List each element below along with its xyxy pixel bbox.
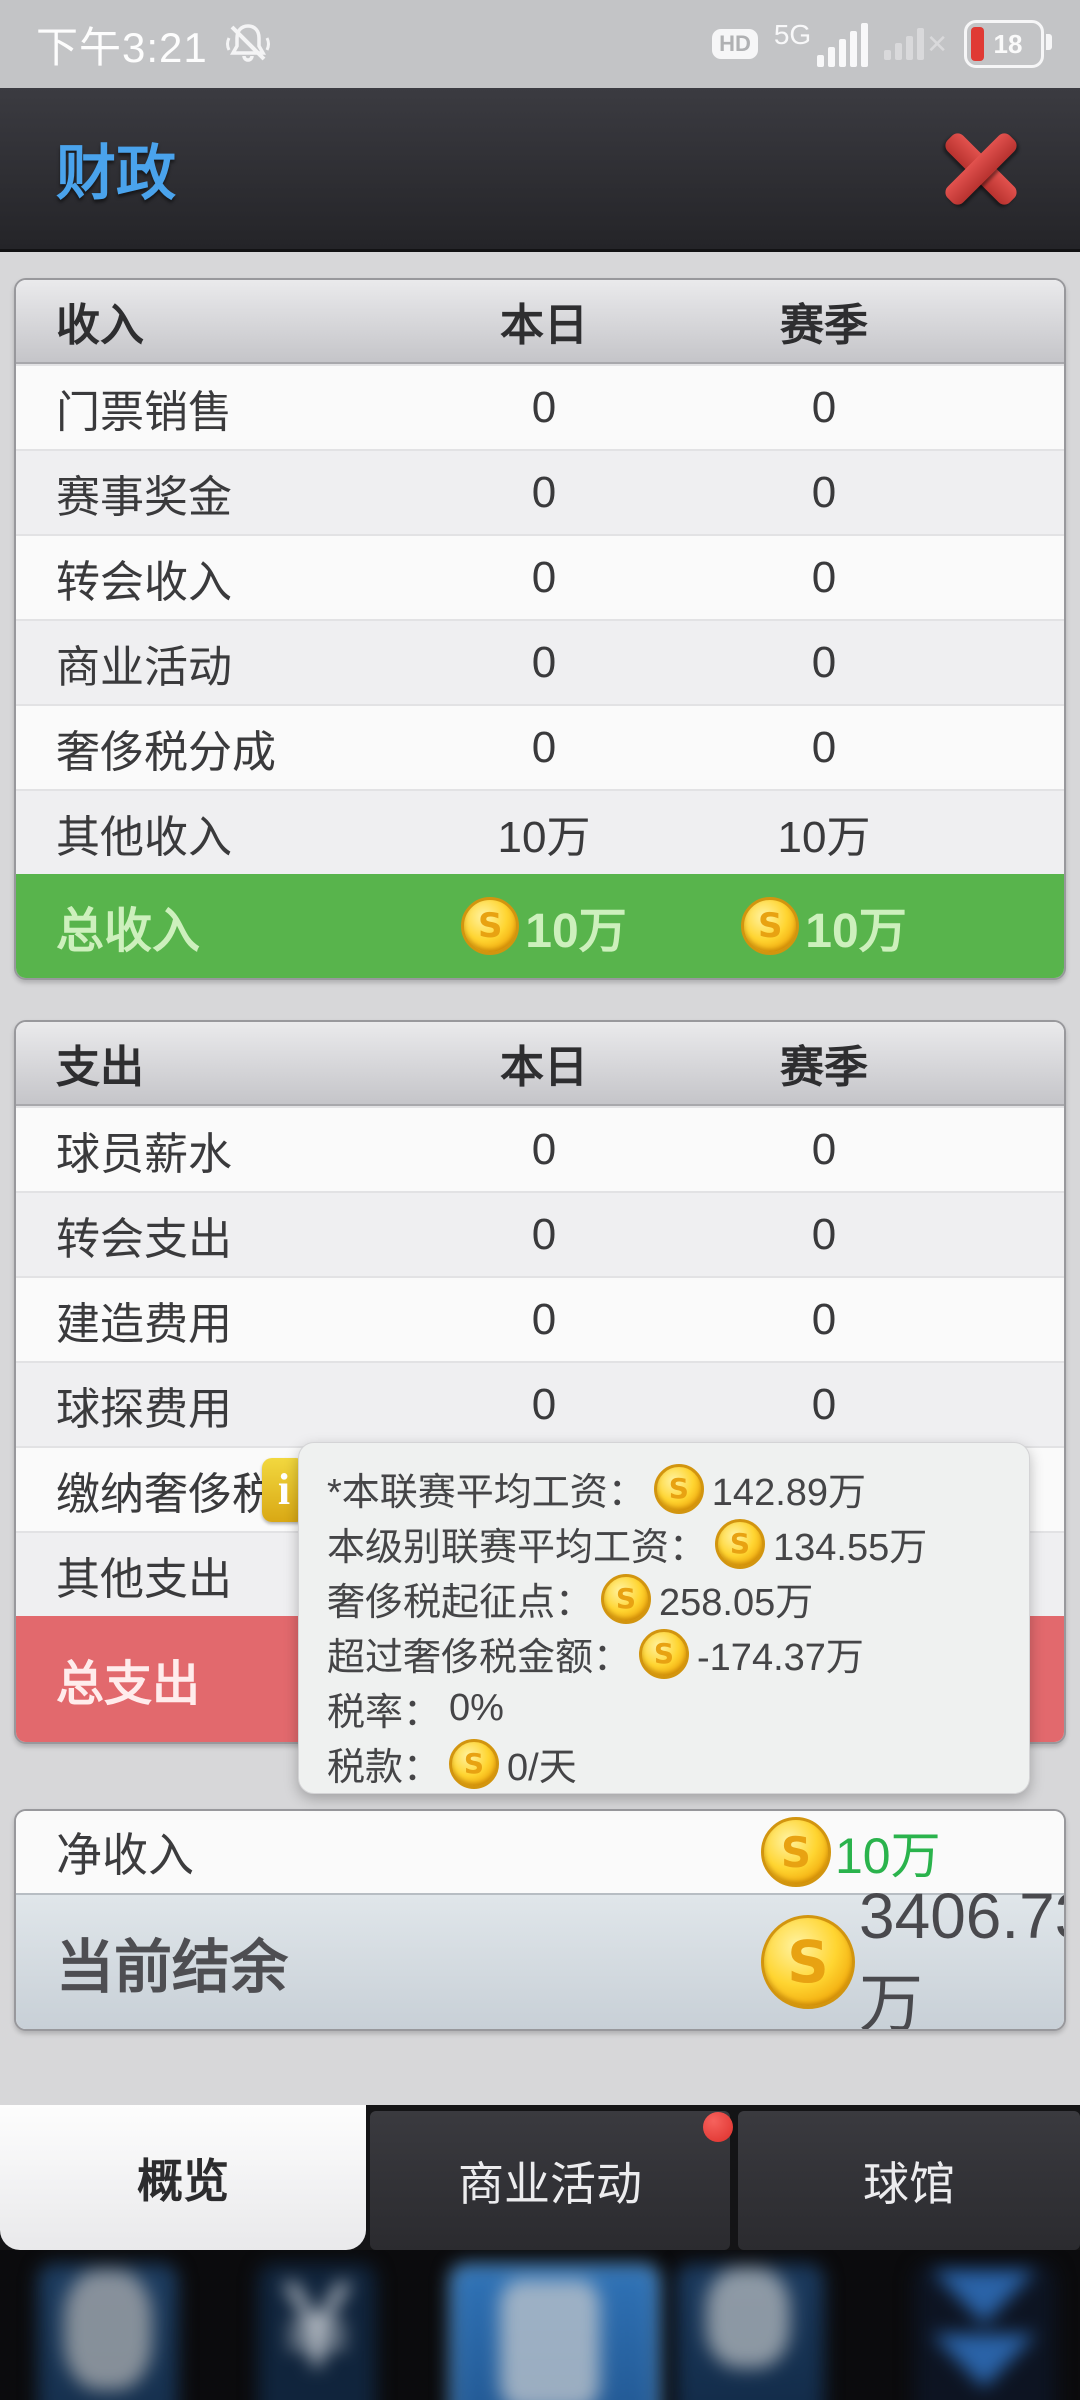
total-income-row: 总收入 S 10万 S 10万 xyxy=(16,874,1064,978)
summary-card: 净收入 S 10万 当前结余 S 3406.73万 xyxy=(14,1809,1066,2031)
hd-badge: HD xyxy=(712,29,758,59)
coin-icon: S xyxy=(761,1915,855,2009)
no-sim-x-icon: ✕ xyxy=(926,29,948,59)
coin-icon: S xyxy=(653,1463,704,1514)
page-title: 财政 xyxy=(56,140,176,207)
coin-icon: S xyxy=(639,1628,690,1679)
income-header: 收入 本日 赛季 xyxy=(16,280,1064,364)
expense-header-label: 支出 xyxy=(56,1043,144,1092)
tooltip-line: 奢侈税起征点： S 258.05万 xyxy=(327,1571,1001,1626)
coin-icon: S xyxy=(449,1738,500,1789)
tooltip-line: 税率： 0% xyxy=(327,1687,504,1734)
battery-icon: 18 xyxy=(964,20,1052,68)
table-row: 球员薪水 0 0 xyxy=(16,1106,1064,1191)
close-button[interactable] xyxy=(938,126,1024,212)
background-game-icons: ¥ xyxy=(0,2250,1080,2400)
col-today: 本日 xyxy=(500,301,588,350)
table-row: 转会收入 0 0 xyxy=(16,534,1064,619)
player-tile-icon xyxy=(676,2264,824,2400)
coin-icon: S xyxy=(761,1817,831,1887)
table-row: 其他收入 10万 10万 xyxy=(16,789,1064,874)
net-income-label: 净收入 xyxy=(56,1829,194,1881)
tooltip-line: *本联赛平均工资： S 142.89万 xyxy=(327,1461,1001,1516)
signal-secondary: ✕ xyxy=(884,28,948,60)
status-bar: 下午3:21 HD 5G ✕ xyxy=(0,0,1080,88)
table-row: 门票销售 0 0 xyxy=(16,364,1064,449)
net-income-row: 净收入 S 10万 xyxy=(16,1811,1064,1893)
tab-bar: 概览 商业活动 球馆 xyxy=(0,2105,1080,2250)
income-header-label: 收入 xyxy=(56,301,144,350)
coin-icon: S xyxy=(461,897,520,955)
table-row: 球探费用 0 0 xyxy=(16,1361,1064,1446)
table-row: 转会支出 0 0 xyxy=(16,1191,1064,1276)
table-row: 奢侈税分成 0 0 xyxy=(16,704,1064,789)
table-row: 建造费用 0 0 xyxy=(16,1276,1064,1361)
coin-icon: S xyxy=(741,897,800,955)
title-bar: 财政 xyxy=(0,88,1080,252)
currency-tile-icon: ¥ xyxy=(258,2264,376,2400)
tooltip-line: 本级别联赛平均工资： S 134.55万 xyxy=(327,1516,1001,1571)
battery-level: 18 xyxy=(993,28,1023,59)
mute-bell-icon xyxy=(225,24,270,62)
signal-bars-dim-icon xyxy=(884,28,925,60)
balance-label: 当前结余 xyxy=(56,1935,289,2000)
chevron-down-icon xyxy=(914,2264,1056,2400)
tab-overview[interactable]: 概览 xyxy=(0,2105,366,2250)
luxury-tax-tooltip: *本联赛平均工资： S 142.89万 本级别联赛平均工资： S 134.55万… xyxy=(298,1442,1030,1794)
balance-value: 3406.73万 xyxy=(859,1880,1064,2031)
income-card: 收入 本日 赛季 门票销售 0 0 赛事奖金 0 0 转会收入 0 0 商业活动… xyxy=(14,278,1066,980)
tooltip-line: 超过奢侈税金额： S -174.37万 xyxy=(327,1626,1001,1681)
col-season: 赛季 xyxy=(780,1043,868,1092)
expense-header: 支出 本日 赛季 xyxy=(16,1022,1064,1106)
signal-bars-icon xyxy=(817,23,869,67)
col-today: 本日 xyxy=(500,1043,588,1092)
table-row: 赛事奖金 0 0 xyxy=(16,449,1064,534)
trophy-tile-icon xyxy=(38,2264,178,2400)
tab-business[interactable]: 商业活动 xyxy=(370,2111,730,2250)
card-tile-icon xyxy=(450,2264,660,2400)
clock: 下午3:21 xyxy=(36,23,208,71)
balance-row: 当前结余 S 3406.73万 xyxy=(16,1880,1064,2029)
col-season: 赛季 xyxy=(780,301,868,350)
coin-icon: S xyxy=(715,1518,766,1569)
net-income-value: 10万 xyxy=(835,1828,941,1884)
tab-arena[interactable]: 球馆 xyxy=(738,2111,1080,2250)
signal-primary: 5G xyxy=(774,21,869,67)
tooltip-line: 税款： S 0/天 xyxy=(327,1736,1001,1791)
coin-icon: S xyxy=(601,1573,652,1624)
notification-badge xyxy=(703,2112,733,2142)
table-row: 商业活动 0 0 xyxy=(16,619,1064,704)
